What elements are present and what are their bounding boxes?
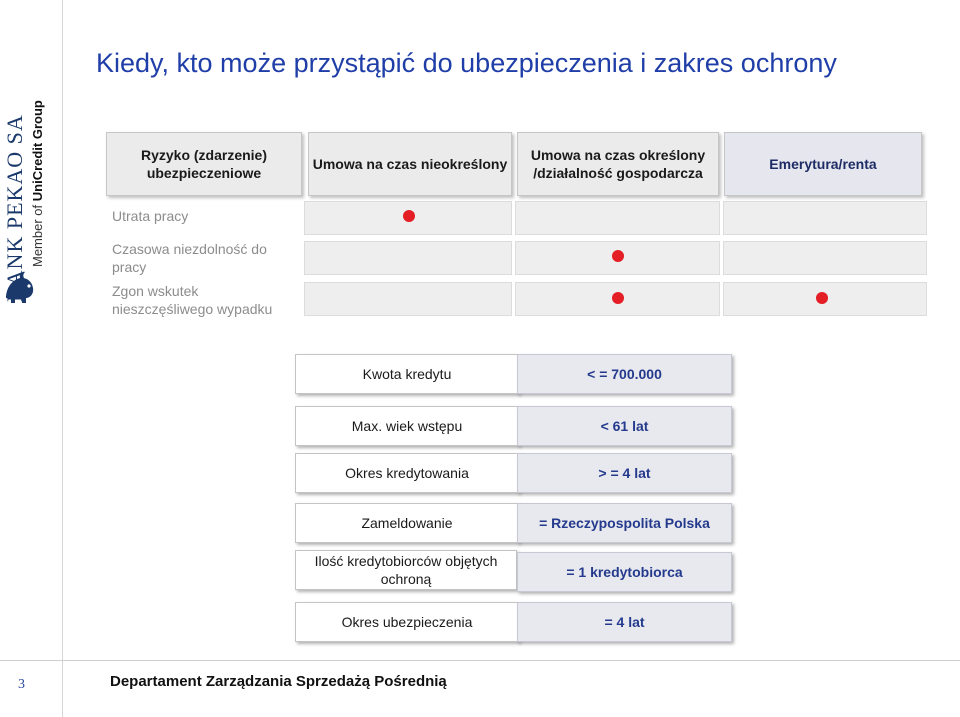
coverage-dot — [612, 250, 624, 262]
header-fixed-term-contract: Umowa na czas określony /działalność gos… — [517, 132, 719, 196]
condition-label-loan-amount: Kwota kredytu — [295, 354, 519, 394]
condition-label-residence: Zameldowanie — [295, 503, 519, 543]
cell-r1-c3 — [723, 201, 927, 235]
cell-r1-c2 — [515, 201, 720, 235]
brand-strip: BANK PEKAO SA Member of UniCredit Group — [0, 40, 55, 303]
cell-r2-c3 — [723, 241, 927, 275]
condition-label-loan-period: Okres kredytowania — [295, 453, 519, 493]
footer-divider — [0, 660, 960, 661]
group-name: UniCredit Group — [30, 100, 45, 202]
condition-label-insurance-period: Okres ubezpieczenia — [295, 602, 519, 642]
condition-value-borrowers: = 1 kredytobiorca — [517, 552, 732, 592]
header-pension: Emerytura/renta — [724, 132, 922, 196]
pekao-bison-logo-icon — [6, 271, 34, 303]
cell-r3-c1 — [304, 282, 512, 316]
group-membership: Member of UniCredit Group — [30, 92, 48, 267]
condition-value-insurance-period: = 4 lat — [517, 602, 732, 642]
condition-value-residence: = Rzeczypospolita Polska — [517, 503, 732, 543]
row-label-temporary-disability: Czasowa niezdolność do pracy — [112, 241, 267, 276]
condition-label-borrowers: Ilość kredytobiorców objętych ochroną — [295, 550, 517, 590]
footer-department: Departament Zarządzania Sprzedażą Pośred… — [110, 673, 447, 690]
coverage-dot — [612, 292, 624, 304]
row-label-accidental-death: Zgon wskutek nieszczęśliwego wypadku — [112, 283, 273, 318]
condition-value-loan-amount: < = 700.000 — [517, 354, 732, 394]
row-label-job-loss: Utrata pracy — [112, 208, 189, 224]
cell-r2-c1 — [304, 241, 512, 275]
condition-value-loan-period: > = 4 lat — [517, 453, 732, 493]
coverage-dot — [816, 292, 828, 304]
condition-label-max-age: Max. wiek wstępu — [295, 406, 519, 446]
page-title: Kiedy, kto może przystąpić do ubezpiecze… — [96, 48, 837, 78]
header-indefinite-contract: Umowa na czas nieokreślony — [308, 132, 512, 196]
page-number: 3 — [18, 677, 25, 692]
condition-value-max-age: < 61 lat — [517, 406, 732, 446]
left-divider — [62, 0, 63, 717]
coverage-dot — [403, 210, 415, 222]
member-prefix: Member of — [30, 201, 45, 267]
header-risk: Ryzyko (zdarzenie) ubezpieczeniowe — [106, 132, 302, 196]
